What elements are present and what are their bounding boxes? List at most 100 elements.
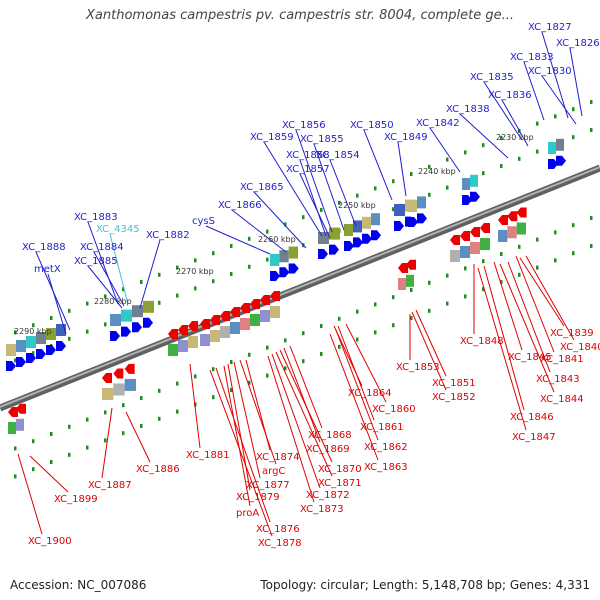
reverse-gene-block[interactable] — [102, 363, 136, 400]
reverse-gene-label[interactable]: XC_1853 — [396, 362, 440, 373]
tick-dot — [554, 230, 557, 235]
forward-gene-label[interactable]: metX — [34, 264, 61, 275]
forward-gene-label[interactable]: XC_1826 — [556, 38, 600, 49]
tick-dot — [50, 432, 53, 436]
reverse-gene-label[interactable]: XC_1871 — [318, 478, 362, 489]
leader-line — [139, 239, 161, 309]
reverse-gene-label[interactable]: XC_1869 — [306, 444, 350, 455]
forward-gene-label[interactable]: XC_4345 — [96, 224, 140, 235]
forward-gene-label[interactable]: cysS — [192, 216, 215, 227]
reverse-gene-block[interactable] — [168, 321, 198, 356]
forward-gene-label[interactable]: XC_1888 — [22, 242, 66, 253]
forward-gene-label[interactable]: XC_1857 — [286, 164, 330, 175]
reverse-gene-label[interactable]: XC_1863 — [364, 462, 408, 473]
reverse-gene-label[interactable]: XC_1864 — [348, 388, 392, 399]
forward-arrow — [408, 217, 418, 227]
reverse-gene-label[interactable]: XC_1899 — [54, 494, 98, 505]
label-leader-lines — [17, 31, 583, 537]
reverse-gene-label[interactable]: XC_1874 — [256, 452, 300, 463]
reverse-gene-label[interactable]: XC_1872 — [306, 490, 350, 501]
reverse-gene-block[interactable] — [398, 259, 416, 290]
tick-dot — [338, 344, 341, 349]
reverse-gene-label[interactable]: XC_1900 — [28, 536, 72, 547]
reverse-gene-label[interactable]: XC_1860 — [372, 404, 416, 415]
reverse-gene-label[interactable]: XC_1870 — [318, 464, 362, 475]
reverse-gene-label[interactable]: XC_1887 — [88, 480, 132, 491]
reverse-gene-label[interactable]: XC_1879 — [236, 492, 280, 503]
reverse-gene-label[interactable]: XC_1878 — [258, 538, 302, 549]
tick-dot — [176, 293, 179, 298]
reverse-gene-label[interactable]: XC_1876 — [256, 524, 300, 535]
reverse-gene-label[interactable]: XC_1851 — [432, 378, 476, 389]
reverse-gene-block[interactable] — [200, 291, 280, 346]
forward-gene-block[interactable] — [408, 196, 427, 227]
reverse-gene-label[interactable]: proA — [236, 508, 259, 519]
forward-gene-block[interactable] — [6, 324, 66, 371]
forward-gene-label[interactable]: XC_1854 — [316, 150, 360, 161]
tick-dot — [302, 331, 305, 336]
reverse-gene-label[interactable]: XC_1839 — [550, 328, 594, 339]
leader-line — [415, 309, 447, 377]
forward-gene-label[interactable]: XC_1884 — [80, 242, 124, 253]
forward-gene-label[interactable]: XC_1859 — [250, 132, 294, 143]
tick-dot — [104, 322, 107, 327]
reverse-gene-label[interactable]: XC_1852 — [432, 392, 476, 403]
reverse-gene-label[interactable]: XC_1847 — [512, 432, 556, 443]
forward-gene-block[interactable] — [344, 213, 381, 251]
reverse-gene-label[interactable]: XC_1840 — [560, 342, 600, 353]
reverse-gene-label[interactable]: XC_1868 — [308, 430, 352, 441]
forward-gene-label[interactable]: XC_1849 — [384, 132, 428, 143]
reverse-arrow — [460, 231, 470, 241]
reverse-gene-label[interactable]: XC_1846 — [510, 412, 554, 423]
reverse-gene-label[interactable]: XC_1848 — [460, 336, 504, 347]
forward-gene-label[interactable]: XC_1836 — [488, 90, 532, 101]
forward-gene-label[interactable]: XC_1856 — [282, 120, 326, 131]
forward-gene-label[interactable]: XC_1885 — [74, 256, 118, 267]
forward-gene-block[interactable] — [270, 246, 299, 281]
reverse-gene-label[interactable]: XC_1873 — [300, 504, 344, 515]
forward-gene-block[interactable] — [548, 138, 566, 169]
reverse-gene-label[interactable]: XC_1881 — [186, 450, 230, 461]
tick-dot — [356, 193, 359, 198]
leader-line — [515, 255, 555, 353]
forward-gene-label[interactable]: XC_1855 — [300, 134, 344, 145]
reverse-gene-label[interactable]: XC_1841 — [540, 354, 584, 365]
reverse-gene-label[interactable]: XC_1877 — [246, 480, 290, 491]
reverse-gene-label[interactable]: XC_1843 — [536, 374, 580, 385]
tick-dot — [428, 308, 431, 313]
forward-gene-label[interactable]: XC_1827 — [528, 22, 572, 33]
reverse-gene-label[interactable]: XC_1844 — [540, 394, 584, 405]
forward-gene-label[interactable]: XC_1850 — [350, 120, 394, 131]
leader-line — [483, 81, 523, 141]
tick-dot — [320, 352, 323, 356]
reverse-arrow — [260, 295, 270, 305]
forward-gene-label[interactable]: XC_1838 — [446, 104, 490, 115]
reverse-gene-block[interactable] — [8, 403, 26, 434]
tick-dot — [410, 288, 413, 292]
forward-gene-label[interactable]: XC_1882 — [146, 230, 190, 241]
reverse-gene-label[interactable]: XC_1862 — [364, 442, 408, 453]
leader-line — [313, 143, 345, 231]
forward-gene-label[interactable]: XC_1830 — [528, 66, 572, 77]
forward-gene-label[interactable]: XC_1883 — [74, 212, 118, 223]
forward-gene-label[interactable]: XC_1835 — [470, 72, 514, 83]
reverse-gene-label[interactable]: XC_1861 — [360, 422, 404, 433]
tick-dot — [554, 258, 557, 263]
leader-line — [231, 209, 287, 253]
reverse-gene-label[interactable]: argC — [262, 466, 285, 477]
reverse-gene-block[interactable] — [498, 207, 527, 242]
tick-dot — [536, 265, 539, 270]
tick-dot — [464, 150, 467, 155]
forward-gene-block[interactable] — [462, 174, 480, 205]
reverse-gene-label[interactable]: XC_1886 — [136, 464, 180, 475]
forward-gene-label[interactable]: XC_1842 — [416, 118, 460, 129]
forward-gene-block[interactable] — [318, 227, 340, 259]
reverse-gene-label[interactable]: XC_1845 — [508, 352, 552, 363]
forward-gene-label[interactable]: XC_1858 — [286, 150, 330, 161]
leader-line — [263, 141, 323, 237]
forward-gene-label[interactable]: XC_1865 — [240, 182, 284, 193]
reverse-gene-block[interactable] — [450, 223, 490, 262]
forward-gene-label[interactable]: XC_1866 — [218, 200, 262, 211]
forward-gene-label[interactable]: XC_1833 — [510, 52, 554, 63]
forward-gene-block[interactable] — [110, 300, 154, 341]
